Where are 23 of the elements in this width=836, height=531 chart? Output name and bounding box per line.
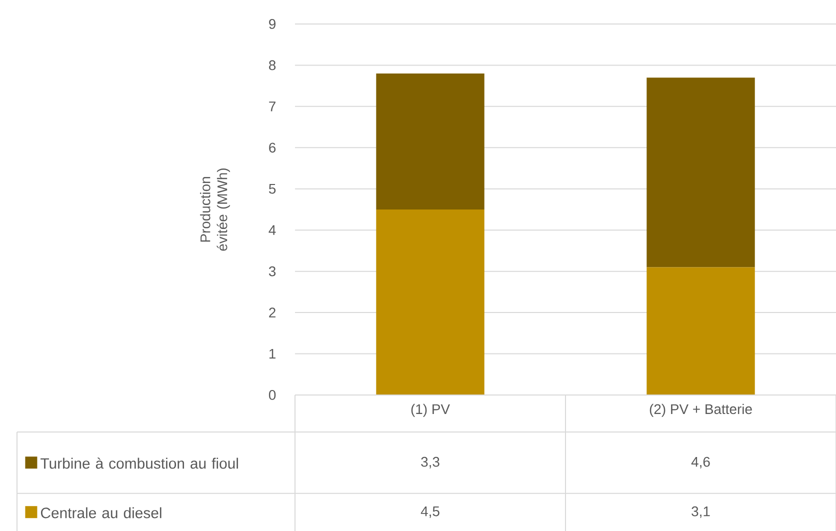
y-tick-label: 1: [269, 348, 276, 359]
data-label: 4,6: [691, 456, 710, 468]
y-tick-label: 7: [269, 102, 276, 112]
x-tick-label: (1) PV: [411, 404, 450, 417]
y-tick-label: 8: [269, 60, 276, 70]
y-tick-label: 4: [268, 225, 276, 235]
legend-label: Centrale au diesel: [40, 507, 162, 518]
bar: [646, 267, 755, 395]
y-tick-label: 3: [268, 266, 276, 276]
y-tick-label: 9: [269, 19, 276, 29]
y-tick-label: 0: [268, 390, 276, 400]
data-label: 4,5: [420, 506, 440, 518]
bar: [376, 209, 484, 395]
bar: [376, 73, 484, 210]
y-axis-title: Production évitée (MWh): [200, 168, 230, 251]
data-label: 3,1: [692, 506, 710, 518]
bar: [646, 78, 755, 268]
y-tick-label: 2: [269, 308, 276, 318]
y-tick-label: 5: [268, 184, 276, 194]
x-tick-label: (2) PV + Batterie: [650, 404, 752, 417]
y-tick-label: 6: [269, 142, 276, 153]
data-label: 3,3: [421, 456, 440, 468]
legend-label: Turbine à combustion au fioul: [40, 458, 238, 469]
